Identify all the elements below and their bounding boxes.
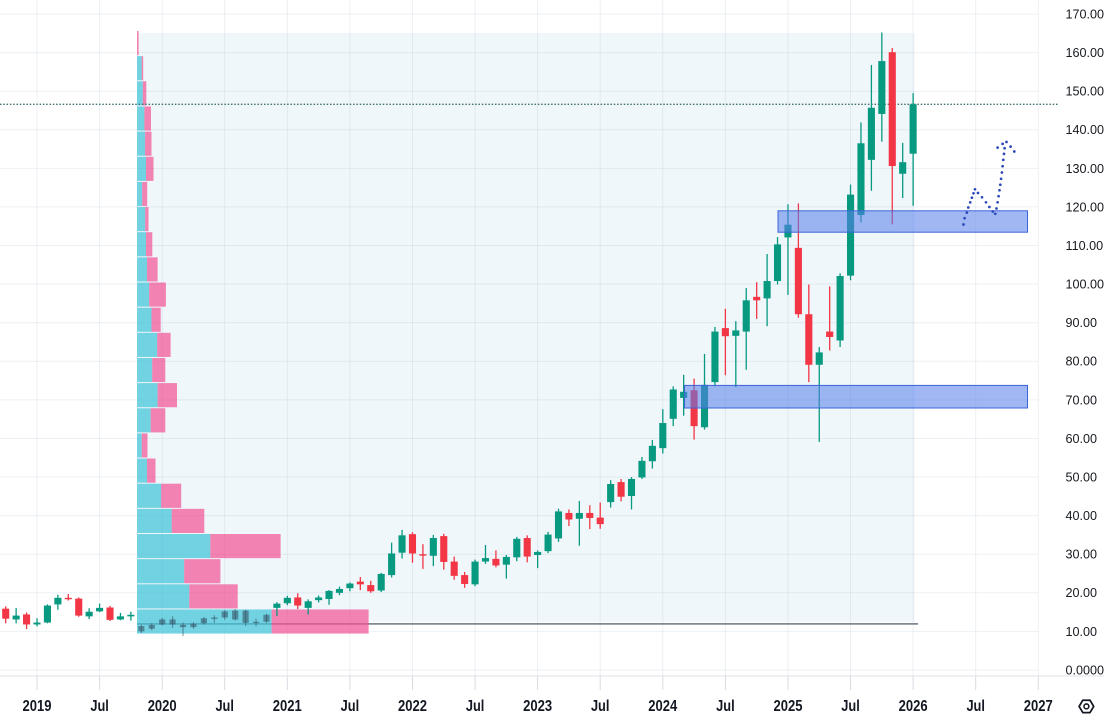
svg-text:Jul: Jul [841, 698, 860, 715]
svg-text:Jul: Jul [716, 698, 735, 715]
svg-text:60.00: 60.00 [1066, 432, 1098, 446]
svg-text:2024: 2024 [648, 698, 677, 715]
svg-text:160.00: 160.00 [1066, 46, 1104, 60]
svg-text:Jul: Jul [591, 698, 610, 715]
svg-text:Jul: Jul [966, 698, 985, 715]
svg-text:2025: 2025 [774, 698, 803, 715]
svg-text:2019: 2019 [23, 698, 52, 715]
svg-text:80.00: 80.00 [1066, 355, 1098, 369]
svg-text:110.00: 110.00 [1066, 239, 1104, 253]
svg-text:150.00: 150.00 [1066, 85, 1104, 99]
svg-text:10.00: 10.00 [1066, 625, 1098, 639]
svg-text:20.00: 20.00 [1066, 586, 1098, 600]
svg-text:30.00: 30.00 [1066, 548, 1098, 562]
svg-text:130.00: 130.00 [1066, 162, 1104, 176]
svg-text:0.0000: 0.0000 [1066, 663, 1104, 677]
svg-text:Jul: Jul [466, 698, 485, 715]
svg-text:Jul: Jul [215, 698, 234, 715]
svg-text:70.00: 70.00 [1066, 393, 1098, 407]
svg-text:100.00: 100.00 [1066, 278, 1104, 292]
svg-text:2022: 2022 [398, 698, 427, 715]
svg-text:120.00: 120.00 [1066, 200, 1104, 214]
svg-text:2026: 2026 [899, 698, 928, 715]
svg-text:90.00: 90.00 [1066, 316, 1098, 330]
svg-text:50.00: 50.00 [1066, 471, 1098, 485]
svg-text:40.00: 40.00 [1066, 509, 1098, 523]
svg-text:2023: 2023 [523, 698, 552, 715]
svg-text:2027: 2027 [1024, 698, 1053, 715]
svg-text:Jul: Jul [341, 698, 360, 715]
svg-text:Jul: Jul [90, 698, 109, 715]
svg-text:140.00: 140.00 [1066, 123, 1104, 137]
svg-text:2021: 2021 [273, 698, 302, 715]
svg-text:2020: 2020 [148, 698, 177, 715]
svg-text:170.00: 170.00 [1066, 7, 1104, 21]
